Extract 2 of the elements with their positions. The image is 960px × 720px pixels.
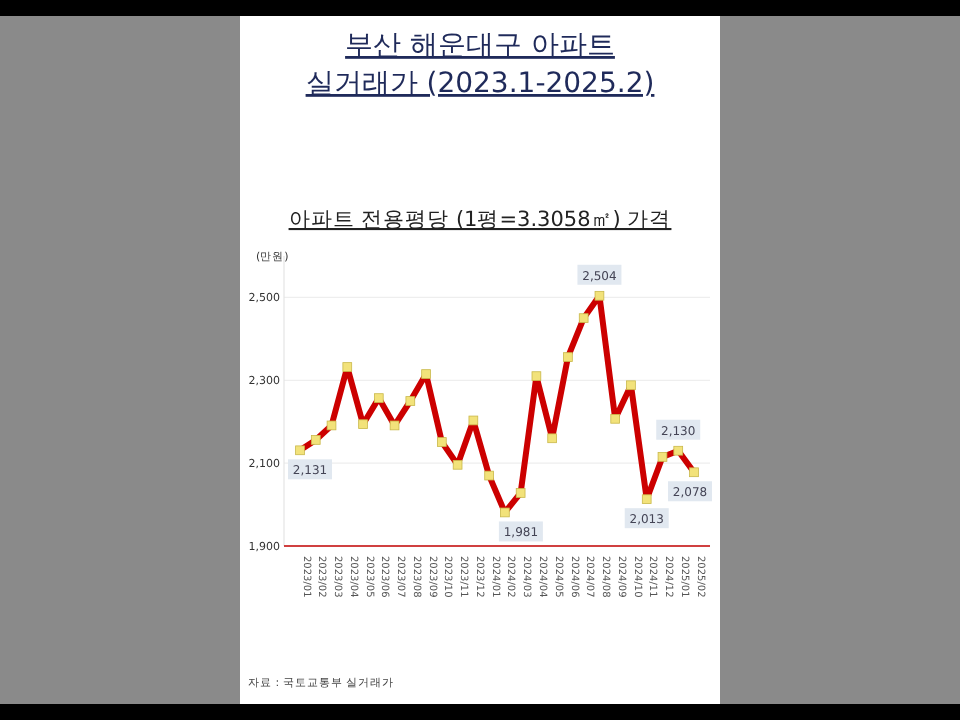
chart-title: 부산 해운대구 아파트 실거래가 (2023.1-2025.2) <box>305 30 655 100</box>
chart-subtitle: 아파트 전용평당 (1평=3.3058㎡) 가격 <box>288 208 672 232</box>
